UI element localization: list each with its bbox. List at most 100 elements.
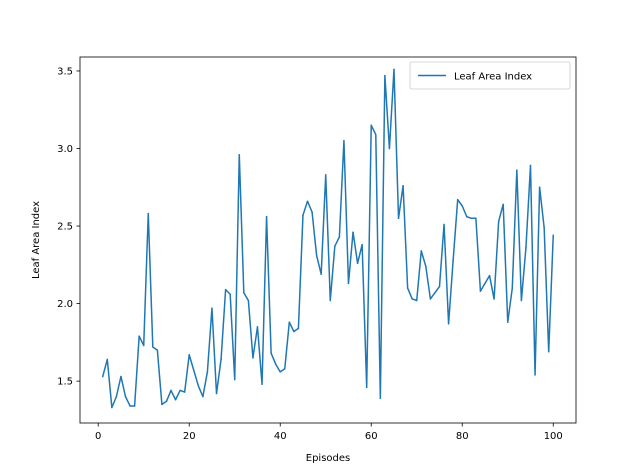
data-point [265, 215, 268, 218]
y-tick-label: 3.5 [57, 66, 73, 77]
legend-box [409, 61, 571, 90]
data-point [311, 211, 313, 213]
data-point [188, 354, 190, 356]
data-point [520, 299, 523, 302]
data-point [456, 198, 459, 201]
data-point [206, 371, 209, 373]
x-tick-label: 100 [544, 431, 563, 442]
y-tick-label: 2.0 [57, 299, 73, 310]
data-point [502, 203, 504, 206]
data-point [215, 392, 218, 395]
x-tick-label: 20 [183, 431, 196, 442]
data-point [297, 327, 300, 330]
data-point [415, 299, 418, 302]
data-point [375, 133, 377, 136]
data-point [324, 174, 327, 176]
x-tick-label: 40 [274, 431, 287, 442]
data-point [388, 147, 391, 150]
data-point [438, 285, 441, 288]
data-point [420, 250, 423, 252]
data-point [370, 124, 372, 126]
data-point [379, 397, 382, 399]
data-point [142, 344, 145, 347]
y-axis-label: Leaf Area Index [31, 201, 42, 279]
data-point [174, 398, 177, 401]
data-point [247, 299, 250, 302]
data-point [284, 367, 286, 370]
data-point [470, 217, 473, 220]
plot-area [101, 68, 555, 409]
legend-label: Leaf Area Index [454, 72, 532, 83]
data-point [106, 358, 109, 361]
x-tick-label: 80 [456, 431, 469, 442]
data-point [306, 200, 309, 202]
plot-frame [79, 56, 577, 424]
data-point [361, 243, 363, 246]
data-point [365, 386, 368, 389]
data-point [252, 357, 254, 359]
data-point [347, 282, 350, 285]
y-tick-label: 1.5 [57, 377, 73, 388]
data-point [238, 153, 241, 156]
data-point [274, 363, 277, 365]
data-point [475, 217, 477, 220]
data-point [156, 349, 159, 351]
data-point [165, 400, 168, 403]
data-point [434, 291, 436, 294]
data-point [147, 212, 150, 215]
data-point [261, 383, 263, 385]
data-point [152, 346, 154, 348]
data-point [329, 299, 332, 302]
data-point [170, 389, 172, 392]
data-point [202, 395, 204, 398]
data-point [425, 265, 427, 268]
data-point [461, 205, 463, 207]
data-point [111, 406, 113, 409]
data-point [552, 234, 554, 237]
data-point [447, 323, 450, 325]
data-point [243, 291, 245, 294]
data-point [397, 217, 400, 220]
x-axis-label: Episodes [306, 453, 350, 464]
data-point [343, 140, 345, 142]
data-point [529, 164, 532, 167]
data-point [452, 259, 454, 261]
data-point [293, 330, 295, 333]
data-point [506, 321, 509, 323]
data-point [224, 288, 227, 291]
data-point [406, 287, 409, 289]
x-tick-label: 0 [95, 431, 101, 442]
data-point [538, 186, 541, 189]
data-point [320, 273, 322, 275]
data-point [161, 403, 163, 406]
data-point [183, 391, 186, 393]
data-point [120, 375, 122, 378]
data-point [193, 369, 195, 372]
data-point [133, 405, 136, 407]
x-axis-ticks: 0 20 40 60 80 100 [95, 423, 563, 442]
data-point [443, 223, 445, 226]
data-point [179, 389, 181, 392]
data-point [233, 378, 236, 381]
data-point [229, 293, 231, 296]
data-point [356, 262, 359, 265]
series-line [101, 68, 555, 409]
data-point [256, 326, 259, 328]
x-tick-label: 60 [365, 431, 378, 442]
data-point [488, 274, 491, 277]
data-point [466, 215, 468, 218]
data-point [525, 247, 527, 249]
data-point [279, 371, 281, 373]
y-tick-label: 2.5 [57, 222, 73, 233]
data-point [429, 298, 432, 300]
data-point [384, 74, 386, 77]
data-point [338, 236, 341, 238]
data-point [102, 375, 104, 378]
data-point [497, 220, 500, 223]
data-point [393, 68, 395, 71]
data-point [411, 298, 413, 300]
data-point [129, 405, 131, 407]
data-point [115, 395, 118, 398]
data-point [138, 335, 140, 337]
